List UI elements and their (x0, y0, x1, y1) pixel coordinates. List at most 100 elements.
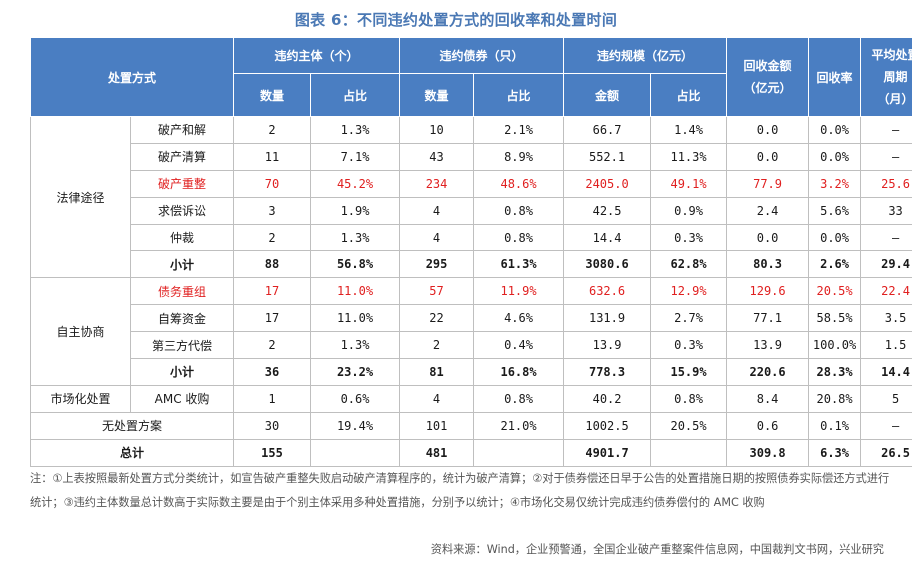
cell: 8.4 (726, 384, 810, 413)
subtotal-row: 小计 36 23.2% 81 16.8% 778.3 15.9% 220.6 28.3% 14.… (31, 358, 912, 386)
cell: 4901.7 (563, 438, 652, 467)
cell: 3.5 (860, 304, 912, 333)
cell: 8.9% (473, 142, 565, 171)
row-label: 无处置方案 (29, 411, 235, 440)
cell: 0.0 (726, 116, 810, 144)
cell: 2.4 (726, 196, 810, 225)
cell: 20.5% (808, 277, 862, 306)
cell: 15.9% (650, 358, 728, 386)
header-bonds: 违约债券（只） (399, 37, 565, 74)
total-row: 总计 155 481 4901.7 309.8 6.3% 26.5 (29, 438, 912, 467)
cell: 0.6% (310, 384, 401, 413)
table-row-highlight: 破产重整 70 45.2% 234 48.6% 2405.0 49.1% 77.9 3.2% 2… (31, 169, 912, 198)
cell: 23.2% (310, 358, 401, 386)
cell: 17 (233, 304, 312, 333)
cell: 4 (399, 223, 475, 252)
cell: 2.7% (650, 304, 728, 333)
cell: 0.6 (726, 411, 810, 440)
cell: 3080.6 (563, 250, 652, 279)
cell: 0.3% (650, 331, 728, 360)
cell: 30 (233, 411, 312, 440)
cell: 77.1 (726, 304, 810, 333)
cell: 2405.0 (563, 169, 652, 198)
cell: 0.0 (726, 142, 810, 171)
header-scale-amount: 金额 (563, 73, 652, 117)
cell: 0.8% (650, 384, 728, 413)
cell: 66.7 (563, 116, 652, 144)
cell: 1002.5 (563, 411, 652, 440)
header-method: 处置方式 (29, 37, 235, 117)
table-row-highlight: 自主协商 债务重组 17 11.0% 57 11.9% 632.6 12.9% 129.6 2… (30, 277, 912, 386)
row-label: 破产重整 (129, 169, 235, 198)
cell: 77.9 (726, 169, 810, 198)
cell: 4 (399, 384, 475, 413)
header-entity-count: 数量 (233, 73, 312, 117)
cell: 155 (233, 438, 312, 467)
cell: 70 (233, 169, 312, 198)
table-row: 无处置方案 30 19.4% 101 21.0% 1002.5 20.5% 0.6 0.1% – (29, 411, 912, 440)
row-label: 债务重组 (129, 277, 235, 306)
header-scale: 违约规模（亿元） (563, 37, 728, 74)
table-row: 自筹资金 17 11.0% 22 4.6% 131.9 2.7% 77.1 58.5% 3.5 (31, 304, 912, 333)
cell: 0.0% (808, 142, 862, 171)
cell: – (860, 223, 912, 252)
cell: 21.0% (473, 411, 565, 440)
table-row: 求偿诉讼 3 1.9% 4 0.8% 42.5 0.9% 2.4 5.6% 33 (31, 196, 912, 225)
cell: 0.1% (808, 411, 862, 440)
cell: 481 (399, 438, 475, 467)
cell: 58.5% (808, 304, 862, 333)
cell: 2 (399, 331, 475, 360)
cell: 1.3% (310, 116, 401, 144)
cell: 56.8% (310, 250, 401, 279)
table-row: 第三方代偿 2 1.3% 2 0.4% 13.9 0.3% 13.9 100.0% 1.5 (31, 331, 912, 360)
row-label: 求偿诉讼 (129, 196, 235, 225)
cell: 0.4% (473, 331, 565, 360)
header-recovery-amount: 回收金额 （亿元） (726, 37, 810, 117)
cell: 42.5 (563, 196, 652, 225)
cell: 295 (399, 250, 475, 279)
cell: 22 (399, 304, 475, 333)
cell (650, 438, 728, 467)
table-row: 仲裁 2 1.3% 4 0.8% 14.4 0.3% 0.0 0.0% – (31, 223, 912, 252)
group-negotiation: 自主协商 (30, 277, 131, 386)
cell: 10 (399, 116, 475, 144)
header-recovery-rate: 回收率 (808, 37, 862, 117)
cell: 45.2% (310, 169, 401, 198)
source-note: 资料来源：Wind，企业预警通，全国企业破产重整案件信息网，中国裁判文书网，兴业… (430, 543, 884, 556)
cell: 1.3% (310, 331, 401, 360)
cell: 1.9% (310, 196, 401, 225)
cell: 20.8% (808, 384, 862, 413)
cell: 2 (233, 116, 312, 144)
cell: 0.8% (473, 196, 565, 225)
cell: 2.6% (808, 250, 862, 279)
cell: 12.9% (650, 277, 728, 306)
cell: 43 (399, 142, 475, 171)
cell: 22.4 (860, 277, 912, 306)
row-label: 小计 (129, 358, 235, 386)
cell: 131.9 (563, 304, 652, 333)
cell: 129.6 (726, 277, 810, 306)
table-row: 破产清算 11 7.1% 43 8.9% 552.1 11.3% 0.0 0.0% – (31, 142, 912, 171)
subtotal-row: 小计 88 56.8% 295 61.3% 3080.6 62.8% 80.3 2.6% 29.… (31, 250, 912, 279)
cell: 49.1% (650, 169, 728, 198)
cell: 33 (860, 196, 912, 225)
cell: – (860, 142, 912, 171)
cell: 5.6% (808, 196, 862, 225)
header-avg-period: 平均处置周期（月） (860, 37, 912, 117)
cell: 0.8% (473, 384, 565, 413)
cell: 17 (233, 277, 312, 306)
cell: 552.1 (563, 142, 652, 171)
cell: 0.8% (473, 223, 565, 252)
group-legal: 法律途径 (30, 115, 131, 279)
row-label: 第三方代偿 (129, 331, 235, 360)
cell: 234 (399, 169, 475, 198)
cell: 57 (399, 277, 475, 306)
group-market: 市场化处置 (30, 384, 131, 413)
cell: 0.9% (650, 196, 728, 225)
cell: 13.9 (563, 331, 652, 360)
cell: 11 (233, 142, 312, 171)
cell (473, 438, 565, 467)
header-entities: 违约主体（个） (233, 37, 401, 74)
cell: 1.3% (310, 223, 401, 252)
footnote: 注：①上表按照最新处置方式分类统计，如宣告破产重整失败启动破产清算程序的，统计为… (30, 472, 890, 509)
